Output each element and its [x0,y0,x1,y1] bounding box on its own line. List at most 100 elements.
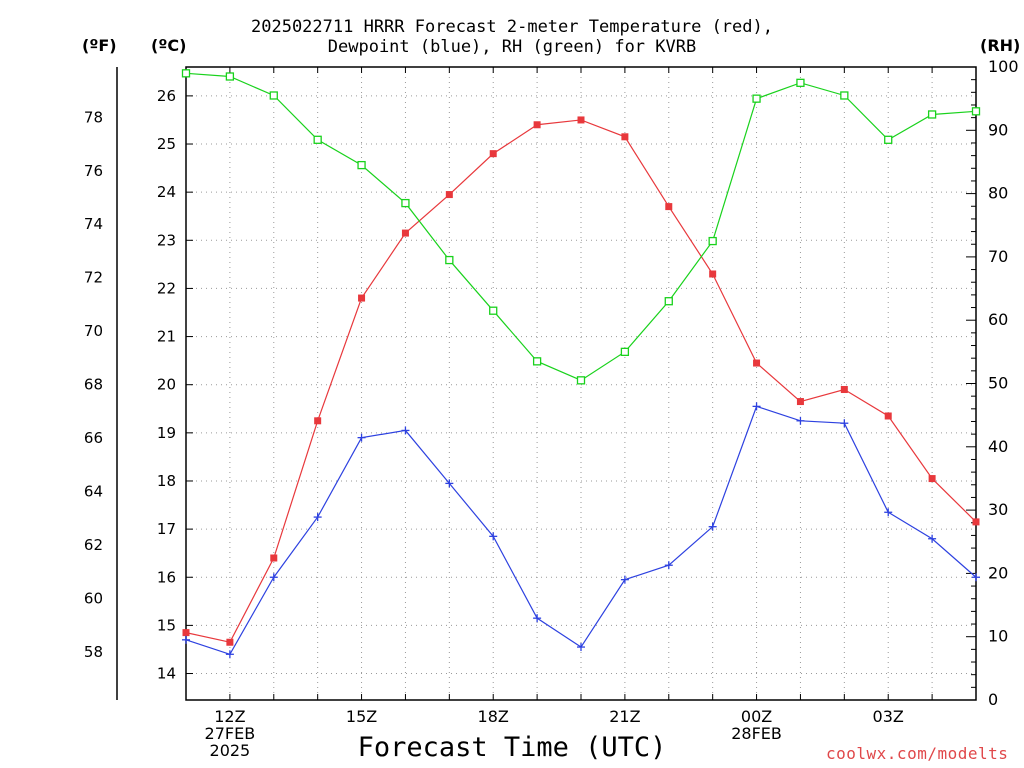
rh-point [971,107,981,116]
x-tick-label: 00Z [741,707,772,726]
x-tick-label: 15Z [346,707,377,726]
dewpoint-point [182,635,190,644]
f-tick-label: 64 [84,483,103,501]
f-tick-label: 78 [84,108,103,126]
temperature-point [533,121,541,129]
rh-point [225,72,235,81]
c-tick-label: 14 [157,665,176,683]
rh-point [313,135,322,144]
f-tick-label: 74 [84,215,103,233]
x-tick-label: 12Z [214,707,245,726]
rh-point [181,69,191,78]
dewpoint-point [357,433,366,442]
dewpoint-point [884,508,893,517]
c-tick-label: 25 [157,135,176,153]
grid-lines [186,67,976,700]
rh-point [884,135,893,144]
dewpoint-point [313,513,322,522]
rh-point [796,78,805,87]
dewpoint-point [708,522,717,531]
dewpoint-point [269,573,278,582]
temperature-point [709,270,717,278]
temperature-point [182,629,190,637]
temperature-point [972,518,980,526]
fahrenheit-axis-unit: (ºF) [82,36,117,55]
f-tick-label: 76 [84,162,103,180]
temperature-point [314,417,322,425]
f-tick-label: 70 [84,322,103,340]
f-tick-label: 66 [84,429,103,447]
axes [116,66,977,701]
rh-axis-unit: (RH) [980,36,1021,55]
temperature-point [270,554,278,562]
tick-labels: 14 15 16 17 18 19 20 21 22 23 24 25 26 58 60 62 64 66 68 70… [84,57,1019,760]
temperature-point [401,229,409,237]
temperature-point [753,359,761,367]
rh-point [269,91,278,100]
rh-point [532,357,542,366]
c-tick-label: 21 [157,328,176,346]
rh-point [752,94,761,103]
c-tick-label: 23 [157,231,176,249]
rh-point [576,376,586,385]
rh-point [927,110,937,119]
temperature-point [489,150,497,158]
temperature-point [621,133,629,141]
x-tick-label: 27FEB [205,724,256,743]
rh-tick-label: 50 [988,374,1008,393]
temperature-point [445,191,453,199]
c-tick-label: 18 [157,472,176,490]
c-tick-label: 16 [157,568,176,586]
rh-point [445,255,454,265]
dewpoint-point [752,402,761,411]
rh-tick-label: 70 [988,247,1008,266]
c-tick-label: 26 [157,87,176,105]
f-tick-label: 62 [84,536,103,554]
x-tick-label: 03Z [873,707,904,726]
dewpoint-point [796,416,805,425]
x-tick-label: 18Z [478,707,509,726]
c-tick-label: 24 [157,183,176,201]
temperature-point [884,412,892,420]
rh-point [401,198,410,208]
x-tick-label: 2025 [210,741,251,760]
c-tick-label: 22 [157,279,176,297]
dewpoint-point [840,419,849,428]
f-tick-label: 72 [84,269,103,287]
dewpoint-point [401,426,410,435]
dewpoint-point [533,614,542,623]
rh-tick-label: 100 [988,57,1019,76]
x-axis-title: Forecast Time (UTC) [357,732,667,763]
data-series [181,69,981,659]
rh-point [620,347,630,357]
rh-tick-label: 20 [988,563,1008,582]
dewpoint-point [928,534,937,543]
temperature-point [358,294,366,302]
dewpoint-point [620,575,629,584]
temperature-point [577,116,585,124]
rh-point [840,91,849,100]
dewpoint-point [577,643,585,652]
rh-tick-label: 80 [988,184,1008,203]
temperature-point [928,475,936,483]
chart-title-line2: Dewpoint (blue), RH (green) for KVRB [327,37,697,57]
rh-tick-label: 30 [988,500,1008,519]
celsius-axis-unit: (ºC) [151,36,187,55]
rh-tick-label: 10 [988,627,1008,646]
dewpoint-point [225,650,234,659]
c-tick-label: 17 [157,520,176,538]
c-tick-label: 19 [157,424,176,442]
dewpoint-point [445,479,454,488]
rh-point [489,306,498,315]
temperature-point [226,638,234,646]
f-tick-label: 60 [84,590,103,608]
temperature-point [665,203,673,211]
rh-point [664,297,673,306]
rh-point [708,236,717,246]
source-credit: coolwx.com/modelts [826,744,1009,763]
chart-title-line1: 2025022711 HRRR Forecast 2-meter Tempera… [251,17,773,37]
rh-point [357,160,366,170]
temperature-point [840,386,848,394]
f-tick-label: 58 [84,643,103,661]
